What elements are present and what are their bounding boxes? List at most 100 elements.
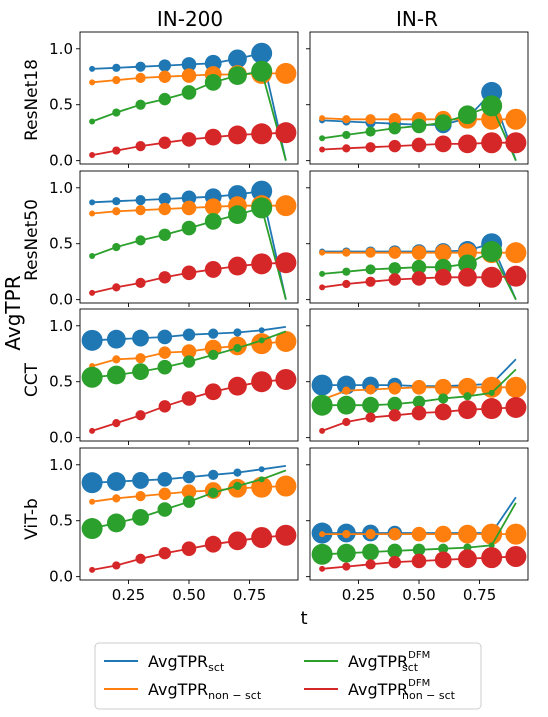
- panel-cct-in-r: [306, 308, 529, 445]
- data-point-non-sct-dfm: [388, 555, 401, 569]
- data-point-non-sct-dfm: [411, 137, 427, 153]
- col-title-in200: IN-200: [157, 7, 223, 31]
- data-point-sct-dfm: [112, 108, 121, 117]
- data-point-non-sct: [275, 475, 297, 497]
- data-point-non-sct-dfm: [181, 132, 197, 147]
- data-point-non-sct: [434, 525, 452, 543]
- data-point-non-sct: [505, 108, 527, 130]
- panel-resnet50-in-r-series-sct-dfm: [319, 241, 517, 301]
- data-point-sct-dfm: [228, 66, 247, 86]
- data-point-sct: [106, 329, 126, 349]
- data-point-sct-dfm: [311, 543, 333, 565]
- panel-cct-in-200-series-sct: [81, 326, 287, 351]
- data-point-sct: [158, 59, 171, 72]
- xtick-label: 0.75: [463, 586, 496, 604]
- data-point-non-sct-dfm: [411, 405, 427, 421]
- panel-resnet50-in-r-series-non-sct-dfm: [319, 265, 527, 291]
- panel-vit-b-in-200-series-non-sct: [89, 475, 297, 505]
- data-point-non-sct: [388, 382, 401, 395]
- legend-sub-sct: sct: [208, 661, 225, 674]
- data-point-non-sct-dfm: [365, 142, 376, 153]
- data-point-non-sct-dfm: [204, 383, 222, 401]
- data-point-sct-dfm: [89, 253, 96, 260]
- xtick-label: 0.50: [172, 586, 205, 604]
- data-point-non-sct: [275, 62, 297, 84]
- data-point-non-sct-dfm: [458, 134, 477, 154]
- data-point-sct-dfm: [258, 337, 265, 344]
- data-point-non-sct: [505, 242, 527, 264]
- data-point-non-sct: [411, 380, 427, 395]
- data-point-non-sct: [388, 246, 401, 259]
- data-point-sct-dfm: [81, 366, 103, 388]
- data-point-non-sct-dfm: [434, 135, 452, 153]
- data-point-sct-dfm: [481, 241, 503, 263]
- data-point-sct-dfm: [412, 543, 426, 556]
- panel-resnet18-in-200-series-non-sct-dfm: [89, 122, 297, 159]
- data-point-sct-dfm: [251, 60, 273, 82]
- data-point-non-sct: [388, 113, 401, 126]
- panel-vit-b-in-r-series-sct-dfm: [311, 502, 517, 565]
- panel-grid: 0.0 0.5 1.0 0.0 0.5 1.0 0.0 0.5 1.0 0.0 0.5 1.0 0.25…: [49, 31, 529, 604]
- data-point-non-sct-dfm: [388, 273, 401, 286]
- data-point-sct-dfm: [158, 92, 171, 106]
- ytick-label: 1.0: [49, 456, 73, 474]
- legend-sup-sct-dfm: DFM: [408, 650, 430, 661]
- legend-base-non-sct-dfm: AvgTPR: [348, 680, 408, 699]
- data-point-sct-dfm: [204, 73, 222, 91]
- data-point-non-sct-dfm: [458, 400, 477, 420]
- data-point-sct: [112, 197, 121, 206]
- ytick-label: 0.5: [49, 373, 73, 391]
- data-point-non-sct: [135, 205, 146, 216]
- data-point-non-sct: [319, 115, 326, 122]
- data-point-non-sct-dfm: [135, 277, 146, 288]
- data-point-non-sct: [342, 115, 351, 124]
- data-point-sct-dfm: [319, 270, 326, 277]
- data-point-non-sct-dfm: [112, 419, 121, 428]
- data-point-sct-dfm: [112, 242, 121, 252]
- data-point-non-sct-dfm: [505, 396, 527, 418]
- data-point-sct-dfm: [365, 126, 376, 137]
- legend-base-sct-dfm: AvgTPR: [348, 652, 408, 671]
- data-point-non-sct-dfm: [251, 526, 273, 548]
- data-point-non-sct-dfm: [89, 152, 96, 159]
- data-point-sct-dfm: [81, 518, 103, 540]
- panel-cct-in-200: 0.0 0.5 1.0: [49, 308, 299, 447]
- data-point-sct-dfm: [181, 220, 197, 236]
- data-point-sct-dfm: [157, 359, 173, 375]
- data-point-non-sct: [411, 245, 427, 260]
- data-point-non-sct-dfm: [135, 141, 146, 152]
- ytick-label: 1.0: [49, 179, 73, 197]
- data-point-non-sct-dfm: [411, 271, 427, 286]
- panel-cct-in-r-series-non-sct: [319, 376, 527, 403]
- data-point-sct: [106, 472, 126, 491]
- data-point-non-sct-dfm: [112, 283, 121, 292]
- data-point-non-sct: [251, 333, 273, 355]
- data-point-sct-dfm: [438, 393, 449, 404]
- panel-vit-b-in-200-frame: [79, 447, 299, 581]
- data-point-non-sct: [458, 377, 477, 397]
- panel-resnet50-in-200-series-sct-dfm: [89, 197, 287, 300]
- data-point-sct-dfm: [106, 365, 126, 385]
- data-point-sct: [228, 49, 247, 69]
- data-point-non-sct-dfm: [275, 368, 297, 390]
- data-point-non-sct-dfm: [434, 551, 452, 569]
- data-point-non-sct-dfm: [228, 531, 247, 551]
- data-point-sct-dfm: [388, 122, 401, 135]
- data-point-non-sct-dfm: [458, 549, 477, 569]
- data-point-sct: [158, 192, 171, 206]
- data-point-non-sct-dfm: [204, 535, 222, 553]
- data-point-sct-dfm: [458, 105, 477, 125]
- data-point-non-sct: [158, 346, 171, 359]
- data-point-sct-dfm: [158, 228, 171, 241]
- data-point-non-sct-dfm: [158, 271, 171, 284]
- data-point-non-sct: [319, 249, 326, 256]
- data-point-sct: [258, 466, 265, 473]
- data-point-non-sct: [181, 68, 197, 83]
- data-point-non-sct: [89, 79, 96, 86]
- data-point-non-sct-dfm: [458, 267, 477, 287]
- data-point-non-sct-dfm: [388, 409, 401, 422]
- data-point-non-sct: [135, 491, 146, 502]
- data-point-sct-dfm: [233, 481, 242, 491]
- data-point-non-sct-dfm: [275, 122, 297, 144]
